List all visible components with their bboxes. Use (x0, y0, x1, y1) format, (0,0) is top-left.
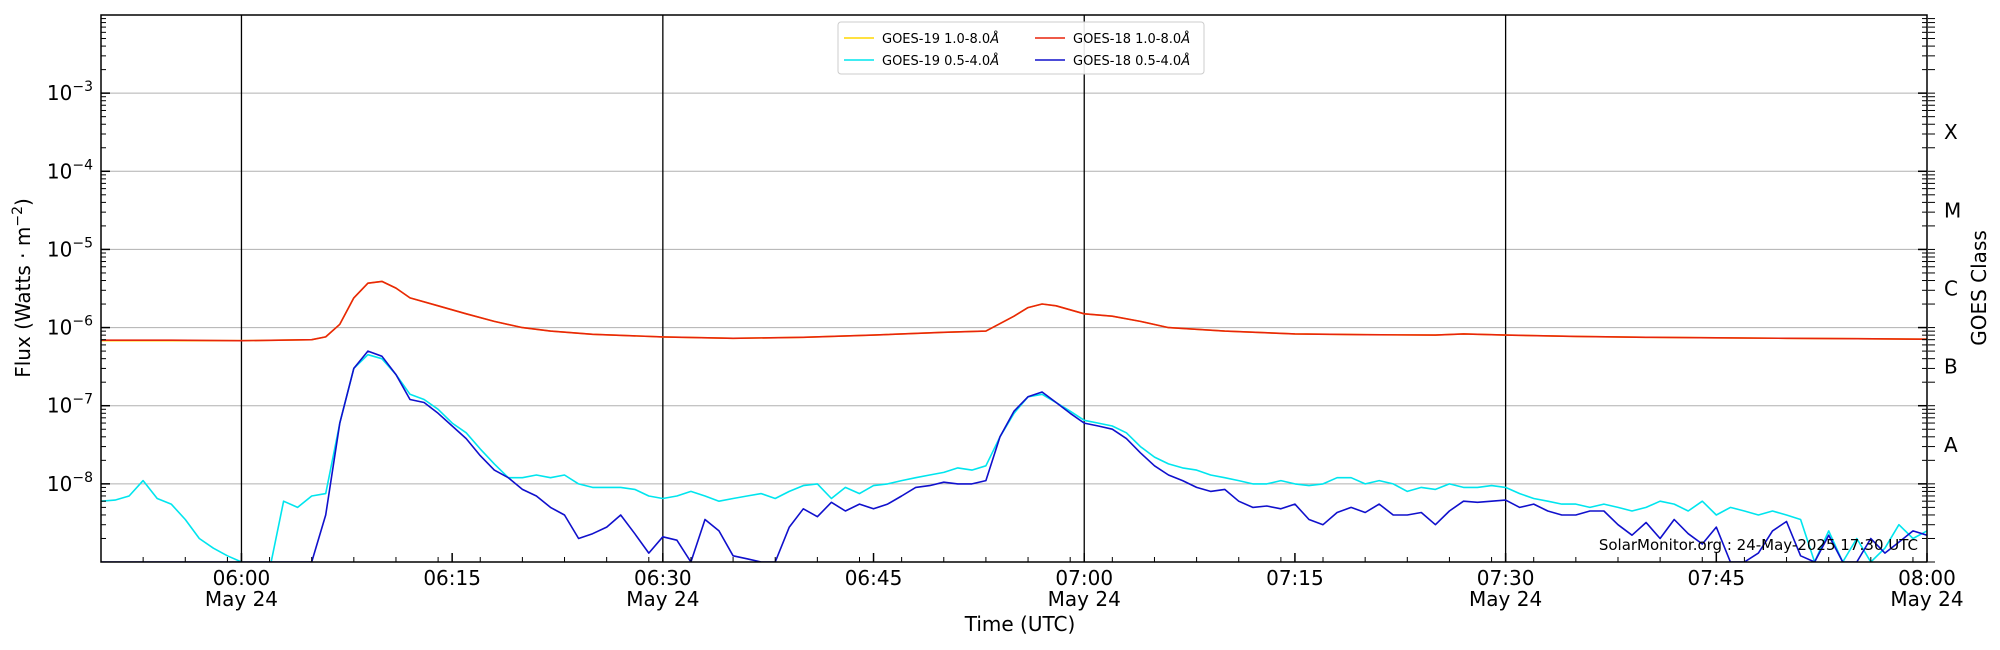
x-tick-label: 07:15 (1266, 566, 1324, 590)
goes-class-m: M (1944, 198, 1961, 222)
y-tick-label: 10−7 (47, 392, 93, 418)
legend-label: GOES-19 0.5-4.0Å (882, 53, 999, 69)
x-tick-label: 06:45 (845, 566, 903, 590)
x-tick-label: 06:00 (213, 566, 271, 590)
major-time-lines (240, 15, 1507, 562)
y-axis-ticks: 10−8 10−7 10−6 10−5 10−4 10−3 (47, 18, 1927, 539)
legend-label: GOES-18 1.0-8.0Å (1073, 31, 1190, 47)
x-tick-label: 07:45 (1687, 566, 1745, 590)
legend-label: GOES-18 0.5-4.0Å (1073, 53, 1190, 69)
x-tick-date: May 24 (626, 587, 699, 611)
horizontal-grid (101, 92, 1927, 485)
series-lines (101, 280, 1927, 562)
x-tick-date: May 24 (1469, 587, 1542, 611)
x-tick-label: 06:30 (634, 566, 692, 590)
goes-class-axis-title: GOES Class (1967, 230, 1991, 346)
x-tick-label: 07:00 (1055, 566, 1113, 590)
goes-class-a: A (1944, 433, 1958, 457)
y-tick-label: 10−5 (47, 235, 93, 261)
x-tick-label: 06:15 (423, 566, 481, 590)
x-axis-title: Time (UTC) (964, 612, 1076, 636)
goes-class-b: B (1944, 355, 1958, 379)
series-line-2 (101, 280, 1927, 342)
y-tick-label: 10−8 (47, 470, 93, 496)
x-tick-label: 07:30 (1477, 566, 1535, 590)
watermark: SolarMonitor.org : 24-May-2025 17:30 UTC (1599, 536, 1918, 554)
y-axis-title: Flux (Watts · m−2) (10, 198, 35, 378)
series-line-3 (101, 353, 1927, 562)
goes-class-x: X (1944, 120, 1958, 144)
y-tick-label: 10−3 (47, 79, 93, 105)
x-tick-label: 08:00 (1898, 566, 1956, 590)
legend-box (837, 21, 1205, 75)
legend: GOES-19 1.0-8.0Å GOES-19 0.5-4.0Å GOES-18 … (837, 21, 1205, 75)
x-tick-date: May 24 (205, 587, 278, 611)
legend-label: GOES-19 1.0-8.0Å (882, 31, 999, 47)
y-tick-label: 10−4 (47, 157, 93, 183)
goes-class-labels: A B C M X (1928, 18, 1961, 563)
series-line-4 (101, 350, 1927, 562)
y-tick-label: 10−6 (47, 314, 93, 340)
x-tick-date: May 24 (1048, 587, 1121, 611)
goes-class-c: C (1944, 277, 1958, 301)
x-tick-date: May 24 (1890, 587, 1963, 611)
plot-frame (100, 14, 1928, 563)
